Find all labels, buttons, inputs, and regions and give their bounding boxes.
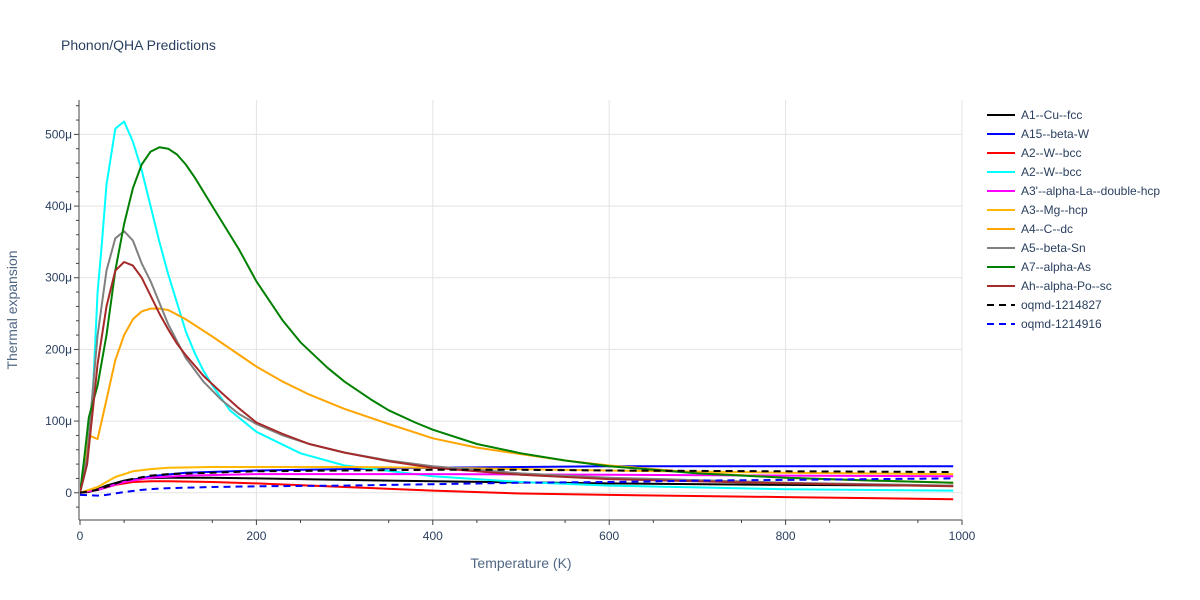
y-tick-label: 100μ [45, 414, 72, 428]
x-tick-label: 0 [77, 529, 84, 543]
legend-item[interactable]: A3'--alpha-La--double-hcp [987, 184, 1160, 198]
x-tick-label: 600 [599, 529, 619, 543]
legend-label: oqmd-1214827 [1021, 298, 1102, 312]
series-line[interactable] [80, 230, 954, 493]
y-tick-label: 500μ [45, 127, 72, 141]
axes: 0 200 400 600 800 1000 0 100μ 200μ 300μ 400μ 500μ [45, 100, 976, 543]
legend-item[interactable]: A3--Mg--hcp [987, 203, 1088, 217]
legend-label: A4--C--dc [1021, 222, 1073, 236]
legend-item[interactable]: A15--beta-W [987, 127, 1090, 141]
x-axis-title: Temperature (K) [470, 555, 571, 571]
x-tick-label: 200 [246, 529, 266, 543]
legend[interactable]: A1--Cu--fcc A15--beta-W A2--W--bcc A2--W--b… [987, 108, 1160, 331]
legend-label: oqmd-1214916 [1021, 317, 1102, 331]
series-line[interactable] [80, 307, 954, 494]
plot-area [80, 120, 954, 501]
legend-label: A3--Mg--hcp [1021, 203, 1088, 217]
series-line[interactable] [80, 261, 954, 494]
grid [80, 100, 963, 520]
legend-item[interactable]: A4--C--dc [987, 222, 1073, 236]
legend-label: A7--alpha-As [1021, 260, 1091, 274]
legend-item[interactable]: oqmd-1214827 [987, 298, 1102, 312]
series-line[interactable] [80, 477, 954, 497]
y-axis-title: Thermal expansion [4, 250, 20, 369]
legend-label: Ah--alpha-Po--sc [1021, 279, 1112, 293]
legend-label: A1--Cu--fcc [1021, 108, 1082, 122]
y-tick-label: 200μ [45, 342, 72, 356]
legend-item[interactable]: A1--Cu--fcc [987, 108, 1082, 122]
legend-item[interactable]: oqmd-1214916 [987, 317, 1102, 331]
series-line[interactable] [80, 146, 954, 493]
legend-item[interactable]: A5--beta-Sn [987, 241, 1086, 255]
y-tick-label: 400μ [45, 199, 72, 213]
series-line[interactable] [80, 476, 954, 494]
legend-item[interactable]: Ah--alpha-Po--sc [987, 279, 1112, 293]
x-tick-label: 800 [776, 529, 796, 543]
series-line[interactable] [80, 468, 954, 494]
legend-label: A5--beta-Sn [1021, 241, 1086, 255]
y-tick-label: 0 [65, 486, 72, 500]
chart-title: Phonon/QHA Predictions [61, 37, 216, 53]
legend-label: A3'--alpha-La--double-hcp [1021, 184, 1160, 198]
legend-label: A2--W--bcc [1021, 165, 1081, 179]
series-line[interactable] [80, 120, 954, 494]
x-tick-label: 400 [423, 529, 443, 543]
x-tick-label: 1000 [949, 529, 976, 543]
legend-label: A15--beta-W [1021, 127, 1090, 141]
legend-label: A2--W--bcc [1021, 146, 1081, 160]
y-tick-label: 300μ [45, 271, 72, 285]
legend-item[interactable]: A7--alpha-As [987, 260, 1091, 274]
legend-item[interactable]: A2--W--bcc [987, 146, 1081, 160]
legend-item[interactable]: A2--W--bcc [987, 165, 1081, 179]
